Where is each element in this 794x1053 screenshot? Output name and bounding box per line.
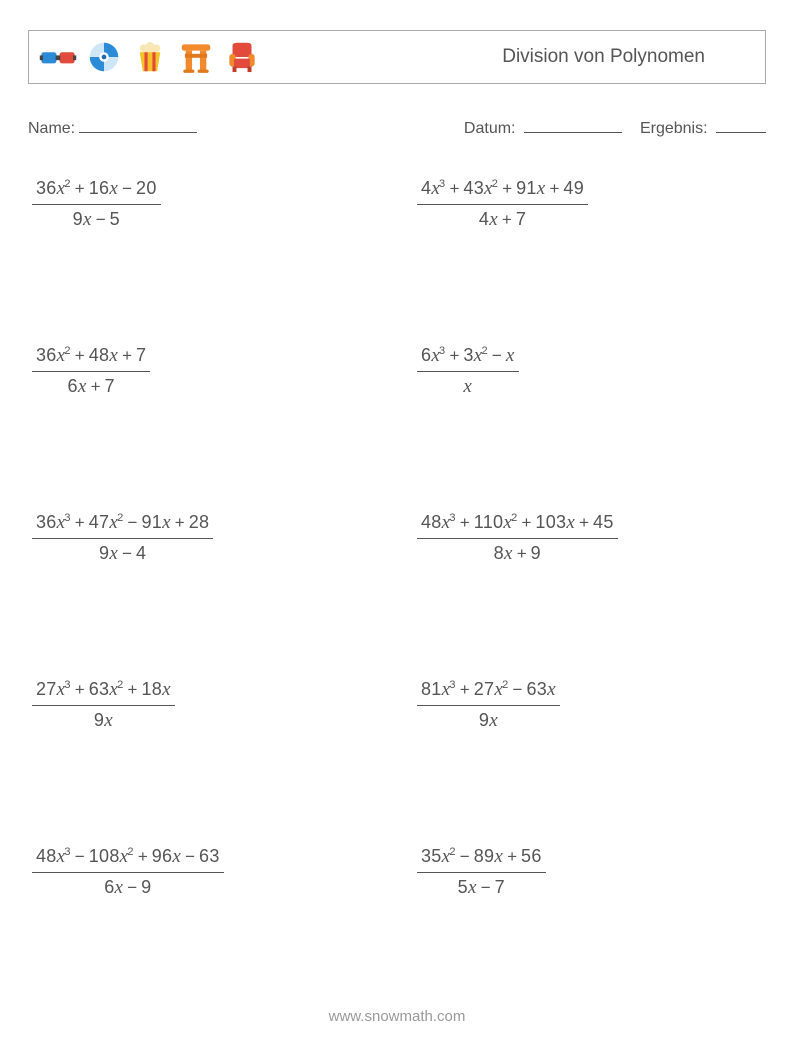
denominator: 9x	[32, 706, 175, 732]
fraction: 35x2−89x+565x−7	[417, 846, 546, 899]
denominator: 8x+9	[417, 539, 618, 565]
problem-10: 35x2−89x+565x−7	[397, 846, 766, 899]
fraction: 27x3+63x2+18x9x	[32, 679, 175, 732]
header-box: Division von Polynomen	[28, 30, 766, 84]
problem-3: 36x2+48x+76x+7	[28, 345, 397, 398]
worksheet-title: Division von Polynomen	[502, 46, 705, 68]
numerator: 4x3+43x2+91x+49	[417, 178, 588, 205]
numerator: 36x2+48x+7	[32, 345, 150, 372]
fraction: 81x3+27x2−63x9x	[417, 679, 560, 732]
numerator: 81x3+27x2−63x	[417, 679, 560, 706]
fraction: 6x3+3x2−xx	[417, 345, 519, 398]
problem-8: 81x3+27x2−63x9x	[397, 679, 766, 732]
numerator: 35x2−89x+56	[417, 846, 546, 873]
result-label: Ergebnis:	[640, 120, 708, 137]
result-blank	[716, 116, 766, 133]
numerator: 48x3−108x2+96x−63	[32, 846, 224, 873]
denominator: 9x−4	[32, 539, 213, 565]
denominator: x	[417, 372, 519, 398]
armchair-icon	[223, 38, 261, 76]
header-icon-strip	[39, 38, 261, 76]
fraction: 36x3+47x2−91x+289x−4	[32, 512, 213, 565]
numerator: 6x3+3x2−x	[417, 345, 519, 372]
fraction: 48x3−108x2+96x−636x−9	[32, 846, 224, 899]
problem-2: 4x3+43x2+91x+494x+7	[397, 178, 766, 231]
denominator: 5x−7	[417, 873, 546, 899]
problems-grid: 36x2+16x−209x−5 4x3+43x2+91x+494x+7 36x2+4…	[28, 178, 766, 899]
problem-1: 36x2+16x−209x−5	[28, 178, 397, 231]
disc-icon	[85, 38, 123, 76]
denominator: 6x+7	[32, 372, 150, 398]
torii-icon	[177, 38, 215, 76]
denominator: 9x−5	[32, 205, 161, 231]
problem-6: 48x3+110x2+103x+458x+9	[397, 512, 766, 565]
date-label: Datum:	[464, 120, 516, 137]
denominator: 6x−9	[32, 873, 224, 899]
problem-9: 48x3−108x2+96x−636x−9	[28, 846, 397, 899]
name-blank	[79, 116, 197, 133]
numerator: 48x3+110x2+103x+45	[417, 512, 618, 539]
denominator: 9x	[417, 706, 560, 732]
fraction: 48x3+110x2+103x+458x+9	[417, 512, 618, 565]
problem-5: 36x3+47x2−91x+289x−4	[28, 512, 397, 565]
footer-url: www.snowmath.com	[0, 1008, 794, 1025]
problem-4: 6x3+3x2−xx	[397, 345, 766, 398]
fraction: 36x2+48x+76x+7	[32, 345, 150, 398]
popcorn-icon	[131, 38, 169, 76]
info-row: Name: Datum: Ergebnis:	[28, 116, 766, 138]
fraction: 36x2+16x−209x−5	[32, 178, 161, 231]
name-label: Name:	[28, 120, 75, 138]
fraction: 4x3+43x2+91x+494x+7	[417, 178, 588, 231]
problem-7: 27x3+63x2+18x9x	[28, 679, 397, 732]
date-blank	[524, 116, 622, 133]
glasses-3d-icon	[39, 38, 77, 76]
numerator: 36x3+47x2−91x+28	[32, 512, 213, 539]
numerator: 27x3+63x2+18x	[32, 679, 175, 706]
numerator: 36x2+16x−20	[32, 178, 161, 205]
denominator: 4x+7	[417, 205, 588, 231]
